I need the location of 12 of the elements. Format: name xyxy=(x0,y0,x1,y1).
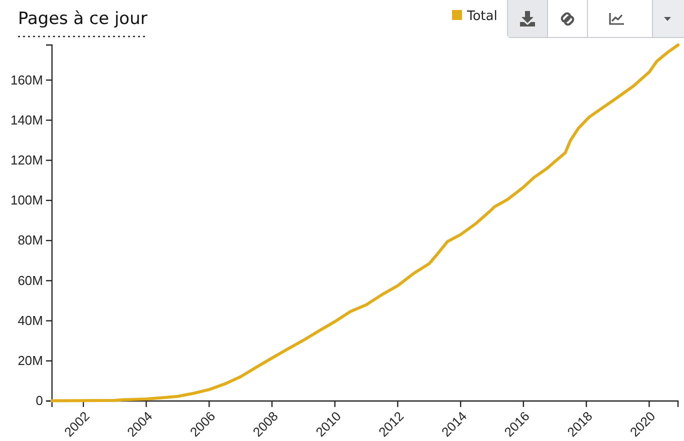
y-tick-label: 120M xyxy=(10,152,43,168)
y-tick-label: 140M xyxy=(10,112,43,128)
y-tick-label: 80M xyxy=(18,232,43,248)
y-tick-label: 60M xyxy=(18,272,43,288)
y-tick-label: 0 xyxy=(36,393,43,408)
line-series xyxy=(50,44,680,402)
y-tick-label: 40M xyxy=(18,312,43,328)
y-tick-label: 160M xyxy=(10,72,43,88)
chart-title: Pages à ce jour xyxy=(18,9,148,29)
legend-label: Total xyxy=(466,9,498,24)
y-tick-label: 100M xyxy=(10,192,43,208)
y-tick-label: 20M xyxy=(18,353,43,368)
